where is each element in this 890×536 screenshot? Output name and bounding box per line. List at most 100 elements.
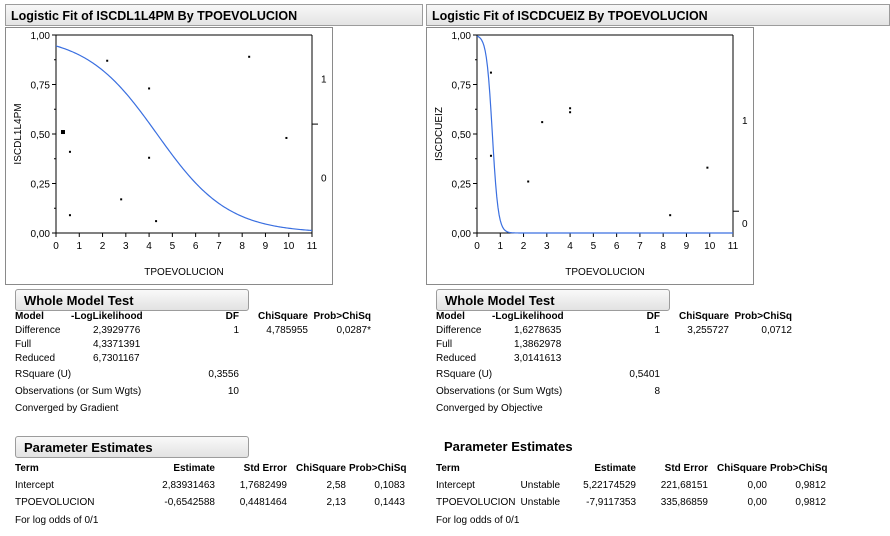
table-cell: 6,7301167 bbox=[93, 353, 140, 364]
col-header-df: DF bbox=[225, 311, 239, 322]
table-cell: Full bbox=[436, 339, 453, 350]
x-tick-label: 5 bbox=[170, 241, 176, 252]
col-header-loglik: -LogLikelihood bbox=[71, 311, 143, 322]
y-tick-label: 0,50 bbox=[452, 130, 472, 141]
table-cell: 1 bbox=[233, 325, 239, 336]
y-tick-label: 0,00 bbox=[31, 229, 51, 240]
table-cell: Reduced bbox=[15, 353, 56, 364]
table-cell: 0,00 bbox=[747, 480, 767, 491]
y-tick-label: 0,75 bbox=[452, 81, 472, 92]
y-axis-title: ISCDCUEIZ bbox=[434, 107, 445, 161]
rsquare-label: RSquare (U) bbox=[15, 369, 72, 380]
col-header-chisquare: ChiSquare bbox=[716, 463, 767, 474]
col-header-chisquare: ChiSquare bbox=[678, 311, 729, 322]
col-header-estimate: Estimate bbox=[173, 463, 215, 474]
table-cell: Difference bbox=[436, 325, 482, 336]
data-point bbox=[248, 55, 251, 58]
rsquare-value: 0,3556 bbox=[208, 369, 239, 380]
x-tick-label: 7 bbox=[216, 241, 222, 252]
x-tick-label: 3 bbox=[123, 241, 129, 252]
x-tick-label: 1 bbox=[497, 241, 503, 252]
table-cell: 0,4481464 bbox=[239, 497, 287, 508]
table-cell: Reduced bbox=[436, 353, 477, 364]
logistic-fit-curve bbox=[55, 45, 313, 232]
convergence-note: Converged by Gradient bbox=[15, 403, 119, 414]
data-point bbox=[285, 136, 288, 139]
x-tick-label: 11 bbox=[307, 241, 318, 252]
data-point bbox=[489, 154, 492, 157]
x-tick-label: 9 bbox=[684, 241, 690, 252]
table-cell: 1 bbox=[654, 325, 660, 336]
x-tick-label: 2 bbox=[521, 241, 527, 252]
table-cell: TPOEVOLUCION bbox=[436, 497, 516, 508]
logistic-plot-frame: 0 1 2 3 4 5 6 7 8 9 10 11 0,00 0,25 0,50 0,75 1,00 1 0 TPOE… bbox=[426, 27, 754, 285]
log-odds-footnote: For log odds of 0/1 bbox=[15, 515, 99, 526]
x-tick-label: 2 bbox=[100, 241, 106, 252]
col-header-loglik: -LogLikelihood bbox=[492, 311, 564, 322]
table-cell: 4,785955 bbox=[266, 325, 308, 336]
table-cell: 2,83931463 bbox=[162, 480, 215, 491]
x-tick-label: 11 bbox=[728, 241, 739, 252]
table-cell: 0,1443 bbox=[374, 497, 405, 508]
table-cell: 2,13 bbox=[326, 497, 346, 508]
observations-value: 8 bbox=[654, 386, 660, 397]
x-tick-label: 6 bbox=[193, 241, 199, 252]
table-cell: Difference bbox=[15, 325, 61, 336]
col-header-chisquare: ChiSquare bbox=[295, 463, 346, 474]
x-tick-label: 8 bbox=[239, 241, 245, 252]
col-header-model: Model bbox=[15, 311, 44, 322]
col-header-term: Term bbox=[15, 463, 39, 474]
x-tick-label: 6 bbox=[614, 241, 620, 252]
table-cell: 0,1083 bbox=[374, 480, 405, 491]
col-header-df: DF bbox=[646, 311, 660, 322]
x-axis-title: TPOEVOLUCION bbox=[144, 267, 223, 278]
logistic-plot: 0 1 2 3 4 5 6 7 8 9 10 110,000,250,500,751,0010TPOE… bbox=[434, 31, 748, 278]
col-header-term: Term bbox=[436, 463, 460, 474]
whole-model-test-header[interactable]: Whole Model Test bbox=[436, 289, 670, 311]
observations-label: Observations (or Sum Wgts) bbox=[15, 386, 142, 397]
col-header-estimate: Estimate bbox=[594, 463, 636, 474]
table-cell: Intercept bbox=[15, 480, 54, 491]
table-cell: 3,0141613 bbox=[514, 353, 562, 364]
x-tick-label: 5 bbox=[591, 241, 597, 252]
data-point bbox=[120, 198, 123, 201]
data-point bbox=[106, 59, 109, 62]
y-tick-label: 0,75 bbox=[31, 81, 51, 92]
logistic-plot: 0 1 2 3 4 5 6 7 8 9 10 110,000,250,500,751,0010TPOE… bbox=[13, 31, 327, 278]
y-tick-label: 1,00 bbox=[452, 31, 472, 42]
data-point bbox=[541, 121, 544, 124]
report-title[interactable]: Logistic Fit of ISCDCUEIZ By TPOEVOLUCIO… bbox=[426, 4, 890, 26]
table-cell: 5,22174529 bbox=[583, 480, 636, 491]
y-axis-title: ISCDL1L4PM bbox=[13, 103, 24, 164]
observations-label: Observations (or Sum Wgts) bbox=[436, 386, 563, 397]
y-tick-label: 0,25 bbox=[31, 180, 51, 191]
table-cell: 0,00 bbox=[747, 497, 767, 508]
x-tick-label: 7 bbox=[637, 241, 643, 252]
table-cell: -7,9117353 bbox=[586, 497, 636, 508]
observations-value: 10 bbox=[227, 386, 239, 397]
parameter-estimates-header[interactable]: Parameter Estimates bbox=[15, 436, 249, 458]
right-axis-label: 0 bbox=[321, 174, 327, 185]
data-point bbox=[489, 71, 492, 74]
x-tick-label: 3 bbox=[544, 241, 550, 252]
data-point bbox=[148, 156, 151, 159]
table-cell: Unstable bbox=[520, 480, 560, 491]
table-cell: 1,7682499 bbox=[239, 480, 287, 491]
col-header-chisquare: ChiSquare bbox=[257, 311, 308, 322]
table-cell: 0,0712 bbox=[761, 325, 792, 336]
x-tick-label: 4 bbox=[146, 241, 152, 252]
whole-model-test-header[interactable]: Whole Model Test bbox=[15, 289, 249, 311]
table-cell: 3,255727 bbox=[687, 325, 729, 336]
table-cell: 1,6278635 bbox=[514, 325, 562, 336]
data-point bbox=[148, 87, 151, 90]
table-cell: 0,0287* bbox=[336, 325, 371, 336]
table-cell: 1,3862978 bbox=[514, 339, 562, 350]
rsquare-value: 0,5401 bbox=[629, 369, 660, 380]
report-title[interactable]: Logistic Fit of ISCDL1L4PM By TPOEVOLUCI… bbox=[5, 4, 423, 26]
x-tick-label: 0 bbox=[53, 241, 59, 252]
data-point bbox=[569, 111, 572, 114]
y-tick-label: 0,25 bbox=[452, 180, 472, 191]
logistic-plot-frame: 0 1 2 3 4 5 6 7 8 9 10 11 0,00 0,25 0,50 0,75 1,00 1 0 TPOE… bbox=[5, 27, 333, 285]
table-cell: 2,58 bbox=[326, 480, 346, 491]
parameter-estimates-header[interactable]: Parameter Estimates bbox=[444, 439, 573, 454]
